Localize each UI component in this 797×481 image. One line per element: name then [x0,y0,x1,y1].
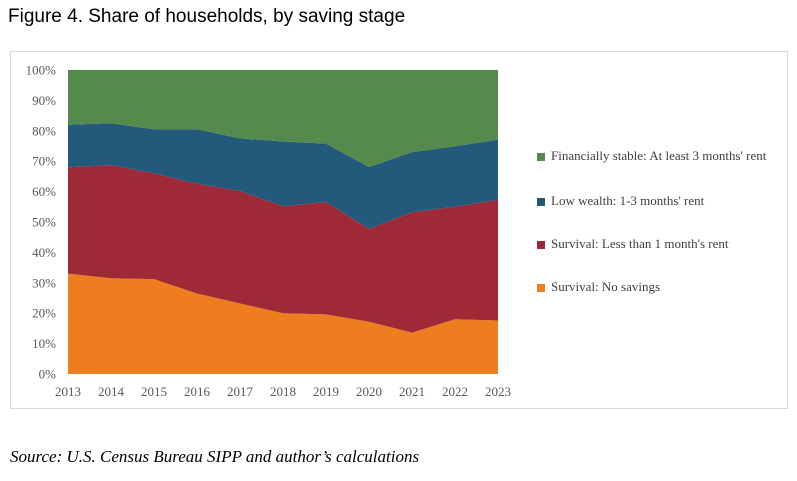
y-tick-label: 90% [32,93,56,108]
area-survival-less-than-1-month-s-rent [68,165,498,333]
y-tick-label: 100% [26,63,57,78]
legend-swatch-low-wealth [537,198,545,206]
legend-item-financially-stable: Financially stable: At least 3 months' r… [537,148,787,164]
legend-swatch-financially-stable [537,153,545,161]
x-tick-label: 2021 [399,384,425,399]
legend-item-survival-less-than-1-month: Survival: Less than 1 month's rent [537,236,787,252]
legend-label-survival-no-savings: Survival: No savings [551,279,661,294]
y-axis-ticks: 0% 10% 20% 30% 40% 50% 60% 70% 80% 90% 100% [26,63,57,382]
area-survival-no-savings [68,273,498,374]
legend-label-low-wealth: Low wealth: 1-3 months' rent [551,193,705,208]
y-tick-label: 80% [32,123,56,138]
source-note: Source: U.S. Census Bureau SIPP and auth… [10,447,420,466]
x-tick-label: 2016 [184,384,211,399]
legend-item-low-wealth: Low wealth: 1-3 months' rent [537,193,787,209]
y-tick-label: 20% [32,306,56,321]
y-tick-label: 60% [32,184,56,199]
y-tick-label: 70% [32,154,56,169]
x-tick-label: 2018 [270,384,296,399]
x-tick-label: 2014 [98,384,125,399]
x-tick-label: 2013 [55,384,81,399]
y-tick-label: 50% [32,215,56,230]
area-low-wealth-1-3-months-rent [68,123,498,229]
x-tick-label: 2020 [356,384,382,399]
x-tick-label: 2023 [485,384,511,399]
area-layers [68,70,498,374]
x-tick-label: 2015 [141,384,167,399]
y-tick-label: 0% [39,367,57,382]
chart-title: Figure 4. Share of households, by saving… [8,6,406,27]
legend-label-financially-stable: Financially stable: At least 3 months' r… [551,148,767,163]
y-tick-label: 10% [32,336,56,351]
y-tick-label: 40% [32,245,56,260]
legend-item-survival-no-savings: Survival: No savings [537,279,787,295]
legend-label-survival-less-than-1-month: Survival: Less than 1 month's rent [551,236,729,251]
y-tick-label: 30% [32,275,56,290]
x-tick-label: 2019 [313,384,339,399]
x-axis-ticks: 2013 2014 2015 2016 2017 2018 2019 2020 2021 2022… [55,384,511,399]
x-tick-label: 2017 [227,384,254,399]
legend-swatch-survival-no-savings [537,284,545,292]
legend-swatch-survival-less-than-1-month [537,241,545,249]
x-tick-label: 2022 [442,384,468,399]
area-financially-stable-at-least-3-months-rent [68,70,498,167]
